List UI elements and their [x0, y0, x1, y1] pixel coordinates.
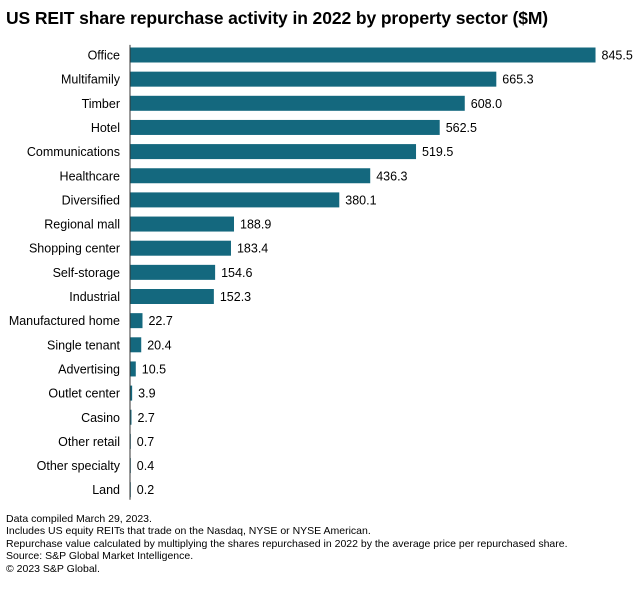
bar-outlet-center [130, 385, 133, 401]
category-label-multifamily: Multifamily [61, 73, 121, 87]
bar-self-storage [130, 264, 216, 280]
value-label-industrial: 152.3 [220, 290, 251, 304]
bar-shopping-center [130, 240, 231, 256]
value-label-other-specialty: 0.4 [137, 459, 154, 473]
value-label-multifamily: 665.3 [502, 73, 533, 87]
value-label-regional-mall: 188.9 [240, 218, 271, 232]
bar-industrial [130, 289, 214, 304]
bar-casino [130, 409, 132, 425]
value-label-advertising: 10.5 [142, 362, 166, 376]
value-label-casino: 2.7 [137, 411, 154, 425]
category-label-casino: Casino [81, 411, 120, 425]
footnote-copyright: © 2023 S&P Global. [6, 562, 100, 575]
bar-chart: Office 845.5 Multifamily 665.3 Timber 608.0 Ho… [9, 44, 633, 500]
category-label-outlet-center: Outlet center [48, 387, 120, 401]
category-label-other-specialty: Other specialty [37, 459, 121, 473]
bar-healthcare [130, 168, 371, 184]
bar-manufactured-home [130, 313, 143, 329]
bar-hotel [130, 119, 440, 135]
bar-multifamily [130, 71, 497, 87]
value-label-office: 845.5 [602, 49, 633, 63]
category-label-diversified: Diversified [62, 193, 120, 207]
category-label-industrial: Industrial [69, 290, 120, 304]
footnote-method: Repurchase value calculated by multiplyi… [6, 537, 568, 550]
category-label-self-storage: Self-storage [53, 266, 120, 280]
value-label-outlet-center: 3.9 [138, 387, 155, 401]
value-label-diversified: 380.1 [345, 193, 376, 207]
category-label-manufactured-home: Manufactured home [9, 314, 120, 328]
category-label-hotel: Hotel [91, 121, 120, 135]
value-label-other-retail: 0.7 [137, 435, 154, 449]
category-label-office: Office [88, 49, 120, 63]
category-label-other-retail: Other retail [58, 435, 120, 449]
bar-single-tenant [130, 337, 142, 353]
value-label-communications: 519.5 [422, 145, 453, 159]
value-label-shopping-center: 183.4 [237, 242, 268, 256]
bar-communications [130, 144, 417, 160]
category-label-single-tenant: Single tenant [47, 338, 121, 352]
footnote-date: Data compiled March 29, 2023. [6, 513, 152, 525]
value-label-single-tenant: 20.4 [147, 338, 171, 352]
chart-title: US REIT share repurchase activity in 202… [6, 8, 549, 28]
value-label-land: 0.2 [137, 483, 154, 497]
category-label-communications: Communications [27, 145, 120, 159]
value-label-healthcare: 436.3 [376, 169, 407, 183]
bar-timber [130, 95, 465, 111]
category-label-regional-mall: Regional mall [44, 218, 120, 232]
bar-regional-mall [130, 216, 235, 232]
footnote-source: Source: S&P Global Market Intelligence. [6, 550, 194, 563]
category-label-shopping-center: Shopping center [29, 242, 120, 256]
category-label-land: Land [92, 483, 120, 497]
category-label-healthcare: Healthcare [60, 169, 120, 183]
footnote-scope: Includes US equity REITs that trade on t… [6, 525, 371, 538]
footnotes: Data compiled March 29, 2023. Includes U… [6, 513, 568, 575]
bar-diversified [130, 192, 340, 208]
bar-advertising [130, 361, 136, 377]
value-label-timber: 608.0 [471, 97, 502, 111]
value-label-hotel: 562.5 [446, 121, 477, 135]
category-label-advertising: Advertising [58, 362, 120, 376]
bar-office [130, 47, 596, 63]
value-label-manufactured-home: 22.7 [148, 314, 172, 328]
value-label-self-storage: 154.6 [221, 266, 252, 280]
category-label-timber: Timber [82, 97, 120, 111]
